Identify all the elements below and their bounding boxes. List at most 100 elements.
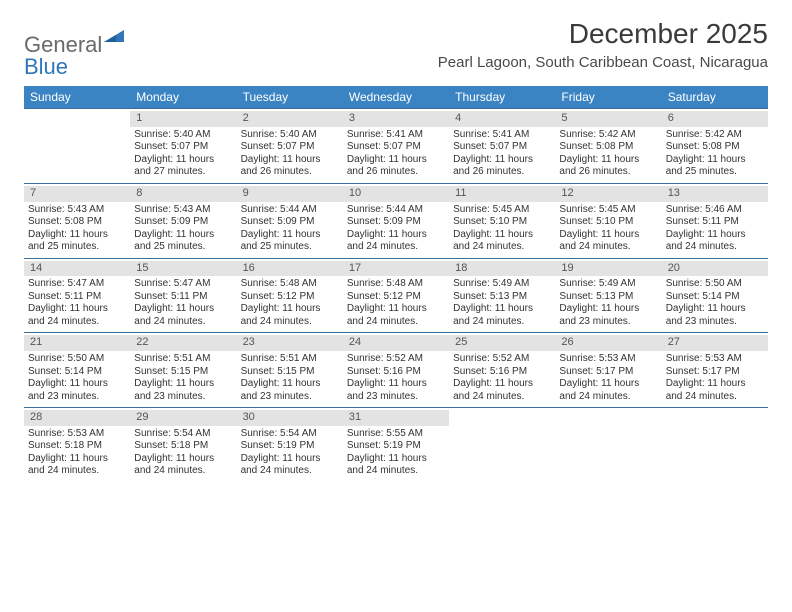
- sunrise-line: Sunrise: 5:50 AM: [28, 353, 126, 366]
- daylight-line-2: and 24 minutes.: [347, 465, 445, 478]
- day-cell: 23Sunrise: 5:51 AMSunset: 5:15 PMDayligh…: [237, 333, 343, 407]
- day-cell: 16Sunrise: 5:48 AMSunset: 5:12 PMDayligh…: [237, 259, 343, 333]
- sunrise-line: Sunrise: 5:51 AM: [134, 353, 232, 366]
- sunset-line: Sunset: 5:08 PM: [28, 216, 126, 229]
- daylight-line-2: and 26 minutes.: [453, 166, 551, 179]
- sunset-line: Sunset: 5:12 PM: [241, 291, 339, 304]
- day-number: 8: [130, 186, 236, 202]
- day-cell: 29Sunrise: 5:54 AMSunset: 5:18 PMDayligh…: [130, 408, 236, 482]
- sunset-line: Sunset: 5:10 PM: [559, 216, 657, 229]
- day-cell: 31Sunrise: 5:55 AMSunset: 5:19 PMDayligh…: [343, 408, 449, 482]
- week-row: 1Sunrise: 5:40 AMSunset: 5:07 PMDaylight…: [24, 108, 768, 183]
- day-cell: 2Sunrise: 5:40 AMSunset: 5:07 PMDaylight…: [237, 109, 343, 183]
- day-cell: 20Sunrise: 5:50 AMSunset: 5:14 PMDayligh…: [662, 259, 768, 333]
- sunset-line: Sunset: 5:13 PM: [453, 291, 551, 304]
- daylight-line-1: Daylight: 11 hours: [241, 453, 339, 466]
- daylight-line-1: Daylight: 11 hours: [559, 154, 657, 167]
- title-block: December 2025 Pearl Lagoon, South Caribb…: [438, 18, 768, 71]
- sunset-line: Sunset: 5:07 PM: [453, 141, 551, 154]
- sunrise-line: Sunrise: 5:47 AM: [134, 278, 232, 291]
- day-number: 18: [449, 261, 555, 277]
- day-number: 11: [449, 186, 555, 202]
- day-cell: 25Sunrise: 5:52 AMSunset: 5:16 PMDayligh…: [449, 333, 555, 407]
- sunrise-line: Sunrise: 5:42 AM: [559, 129, 657, 142]
- sunset-line: Sunset: 5:11 PM: [28, 291, 126, 304]
- daylight-line-1: Daylight: 11 hours: [666, 154, 764, 167]
- sunrise-line: Sunrise: 5:49 AM: [559, 278, 657, 291]
- weekday-header: Monday: [130, 86, 236, 108]
- week-row: 14Sunrise: 5:47 AMSunset: 5:11 PMDayligh…: [24, 258, 768, 333]
- day-number: 15: [130, 261, 236, 277]
- day-number: 9: [237, 186, 343, 202]
- day-cell: 17Sunrise: 5:48 AMSunset: 5:12 PMDayligh…: [343, 259, 449, 333]
- day-cell: 14Sunrise: 5:47 AMSunset: 5:11 PMDayligh…: [24, 259, 130, 333]
- daylight-line-1: Daylight: 11 hours: [347, 229, 445, 242]
- daylight-line-1: Daylight: 11 hours: [559, 229, 657, 242]
- sunset-line: Sunset: 5:17 PM: [666, 366, 764, 379]
- daylight-line-1: Daylight: 11 hours: [134, 229, 232, 242]
- daylight-line-1: Daylight: 11 hours: [241, 303, 339, 316]
- day-number: 6: [662, 111, 768, 127]
- sunset-line: Sunset: 5:14 PM: [666, 291, 764, 304]
- day-cell: 7Sunrise: 5:43 AMSunset: 5:08 PMDaylight…: [24, 184, 130, 258]
- daylight-line-1: Daylight: 11 hours: [347, 154, 445, 167]
- daylight-line-1: Daylight: 11 hours: [666, 303, 764, 316]
- day-number: 1: [130, 111, 236, 127]
- daylight-line-1: Daylight: 11 hours: [28, 303, 126, 316]
- sunrise-line: Sunrise: 5:45 AM: [453, 204, 551, 217]
- daylight-line-1: Daylight: 11 hours: [453, 378, 551, 391]
- day-number: 28: [24, 410, 130, 426]
- sunrise-line: Sunrise: 5:47 AM: [28, 278, 126, 291]
- day-cell: 26Sunrise: 5:53 AMSunset: 5:17 PMDayligh…: [555, 333, 661, 407]
- sunset-line: Sunset: 5:07 PM: [241, 141, 339, 154]
- day-cell: [555, 408, 661, 482]
- week-row: 7Sunrise: 5:43 AMSunset: 5:08 PMDaylight…: [24, 183, 768, 258]
- daylight-line-2: and 26 minutes.: [241, 166, 339, 179]
- weekday-header: Thursday: [449, 86, 555, 108]
- sunset-line: Sunset: 5:18 PM: [28, 440, 126, 453]
- daylight-line-2: and 25 minutes.: [241, 241, 339, 254]
- day-cell: 21Sunrise: 5:50 AMSunset: 5:14 PMDayligh…: [24, 333, 130, 407]
- daylight-line-2: and 23 minutes.: [134, 391, 232, 404]
- sunset-line: Sunset: 5:14 PM: [28, 366, 126, 379]
- daylight-line-1: Daylight: 11 hours: [28, 378, 126, 391]
- daylight-line-2: and 24 minutes.: [28, 465, 126, 478]
- daylight-line-1: Daylight: 11 hours: [241, 229, 339, 242]
- day-number: 5: [555, 111, 661, 127]
- day-number: 24: [343, 335, 449, 351]
- logo-text-blue: Blue: [24, 54, 68, 79]
- daylight-line-2: and 24 minutes.: [347, 316, 445, 329]
- day-cell: 10Sunrise: 5:44 AMSunset: 5:09 PMDayligh…: [343, 184, 449, 258]
- daylight-line-2: and 24 minutes.: [453, 391, 551, 404]
- daylight-line-2: and 24 minutes.: [241, 316, 339, 329]
- daylight-line-2: and 23 minutes.: [347, 391, 445, 404]
- daylight-line-1: Daylight: 11 hours: [453, 303, 551, 316]
- daylight-line-1: Daylight: 11 hours: [559, 303, 657, 316]
- sunrise-line: Sunrise: 5:52 AM: [347, 353, 445, 366]
- sunset-line: Sunset: 5:11 PM: [134, 291, 232, 304]
- sunset-line: Sunset: 5:07 PM: [134, 141, 232, 154]
- sunrise-line: Sunrise: 5:43 AM: [134, 204, 232, 217]
- sunrise-line: Sunrise: 5:45 AM: [559, 204, 657, 217]
- daylight-line-2: and 24 minutes.: [241, 465, 339, 478]
- daylight-line-2: and 23 minutes.: [559, 316, 657, 329]
- sunrise-line: Sunrise: 5:46 AM: [666, 204, 764, 217]
- daylight-line-2: and 26 minutes.: [347, 166, 445, 179]
- daylight-line-1: Daylight: 11 hours: [241, 378, 339, 391]
- header: GeneralBlue December 2025 Pearl Lagoon, …: [24, 18, 768, 78]
- sunrise-line: Sunrise: 5:41 AM: [347, 129, 445, 142]
- day-cell: 28Sunrise: 5:53 AMSunset: 5:18 PMDayligh…: [24, 408, 130, 482]
- day-number: 31: [343, 410, 449, 426]
- sunrise-line: Sunrise: 5:49 AM: [453, 278, 551, 291]
- day-cell: 12Sunrise: 5:45 AMSunset: 5:10 PMDayligh…: [555, 184, 661, 258]
- day-cell: 4Sunrise: 5:41 AMSunset: 5:07 PMDaylight…: [449, 109, 555, 183]
- sunset-line: Sunset: 5:09 PM: [347, 216, 445, 229]
- daylight-line-2: and 24 minutes.: [28, 316, 126, 329]
- sunset-line: Sunset: 5:16 PM: [347, 366, 445, 379]
- daylight-line-2: and 24 minutes.: [453, 241, 551, 254]
- day-number: 3: [343, 111, 449, 127]
- day-number: 14: [24, 261, 130, 277]
- sunset-line: Sunset: 5:12 PM: [347, 291, 445, 304]
- day-number: 23: [237, 335, 343, 351]
- day-number: 13: [662, 186, 768, 202]
